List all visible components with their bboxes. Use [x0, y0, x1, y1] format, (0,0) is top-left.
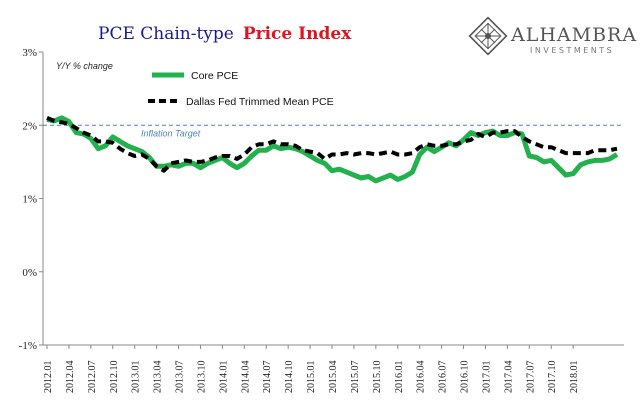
x-tick-label: 2015.04 [328, 361, 339, 394]
x-tick-label: 2015.01 [306, 361, 317, 394]
unit-label: Y/Y % change [56, 61, 113, 71]
x-tick-label: 2017.07 [525, 361, 536, 394]
x-tick-label: 2012.04 [65, 361, 76, 394]
logo-diamond-icon [468, 16, 508, 56]
x-tick-label: 2016.01 [394, 361, 405, 394]
legend-label-core-pce: Core PCE [191, 70, 238, 82]
x-tick-label: 2013.01 [131, 361, 142, 394]
x-tick-label: 2018.01 [569, 361, 580, 394]
x-tick-label: 2013.07 [175, 361, 186, 394]
series-line-trimmed-mean [46, 116, 618, 173]
x-ticks: 2012.01 2012.04 2012.07 2012.10 2013.01 2013.… [43, 345, 580, 393]
logo-name: ALHAMBRA [510, 24, 637, 46]
x-tick-label: 2017.01 [481, 361, 492, 394]
x-tick-label: 2014.10 [284, 361, 295, 394]
y-tick-label: 3% [22, 47, 37, 59]
x-tick-label: 2016.10 [460, 361, 471, 394]
x-tick-label: 2013.04 [153, 361, 164, 394]
y-tick-label: 2% [22, 120, 37, 132]
x-tick-label: 2015.07 [350, 361, 361, 394]
chart-title: PCE Chain-type Price Index [98, 24, 352, 44]
x-tick-label: 2012.07 [87, 361, 98, 394]
y-tick-label: 0% [22, 267, 37, 279]
y-ticks: -1% 0% 1% 2% 3% [19, 47, 43, 352]
legend: Core PCE Dallas Fed Trimmed Mean PCE [148, 70, 334, 108]
y-tick-label: 1% [22, 194, 37, 206]
x-tick-label: 2017.04 [503, 361, 514, 394]
x-tick-label: 2014.01 [218, 361, 229, 394]
inflation-target-label: Inflation Target [141, 128, 201, 138]
x-tick-label: 2014.07 [262, 361, 273, 394]
x-tick-label: 2016.04 [416, 361, 427, 394]
alhambra-logo: ALHAMBRA INVESTMENTS [468, 16, 637, 56]
x-tick-label: 2012.10 [109, 361, 120, 394]
y-tick-label: -1% [19, 340, 37, 352]
series-line-core-pce [46, 115, 619, 184]
x-tick-label: 2013.10 [196, 361, 207, 394]
logo-tagline: INVESTMENTS [530, 46, 614, 55]
x-tick-label: 2015.10 [372, 361, 383, 394]
x-tick-label: 2012.01 [43, 361, 54, 394]
legend-label-trimmed-mean: Dallas Fed Trimmed Mean PCE [186, 96, 334, 108]
x-tick-label: 2014.04 [240, 361, 251, 394]
x-tick-label: 2017.10 [547, 361, 558, 394]
x-tick-label: 2016.07 [438, 361, 449, 394]
chart-title-part1: PCE Chain-type [98, 24, 234, 44]
chart-title-part2: Price Index [243, 24, 352, 44]
